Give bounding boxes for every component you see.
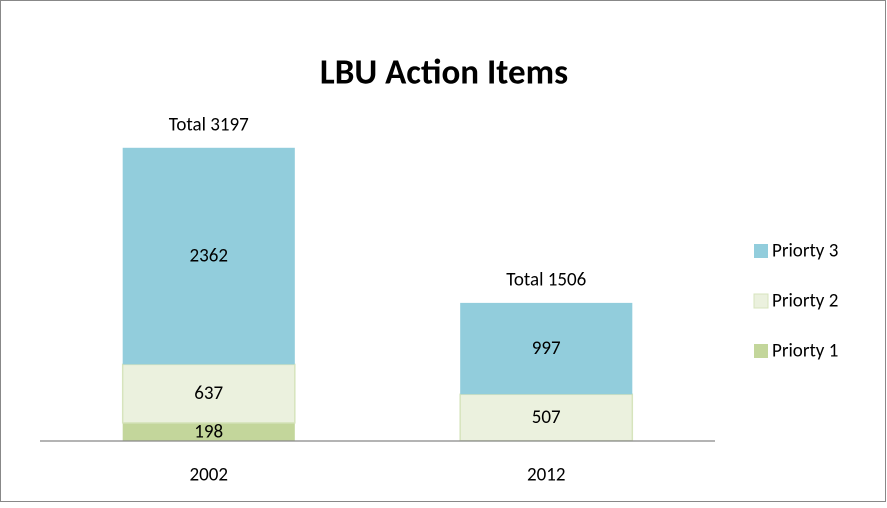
total-label: Total 3197 — [169, 113, 249, 136]
legend-label: Priorty 3 — [772, 240, 838, 263]
data-label: 637 — [194, 382, 223, 405]
x-tick-label: 2012 — [527, 464, 566, 487]
legend-label: Priorty 2 — [772, 290, 838, 313]
data-label: 198 — [194, 420, 223, 443]
legend-swatch — [754, 294, 768, 308]
chart-title: LBU Action Items — [320, 51, 568, 93]
total-label: Total 1506 — [506, 268, 586, 291]
legend-swatch — [754, 244, 768, 258]
x-tick-label: 2002 — [189, 464, 228, 487]
data-label: 507 — [532, 406, 561, 429]
legend-swatch — [754, 344, 768, 358]
data-label: 997 — [532, 337, 561, 360]
legend-label: Priorty 1 — [772, 340, 838, 363]
data-label: 2362 — [189, 245, 228, 268]
